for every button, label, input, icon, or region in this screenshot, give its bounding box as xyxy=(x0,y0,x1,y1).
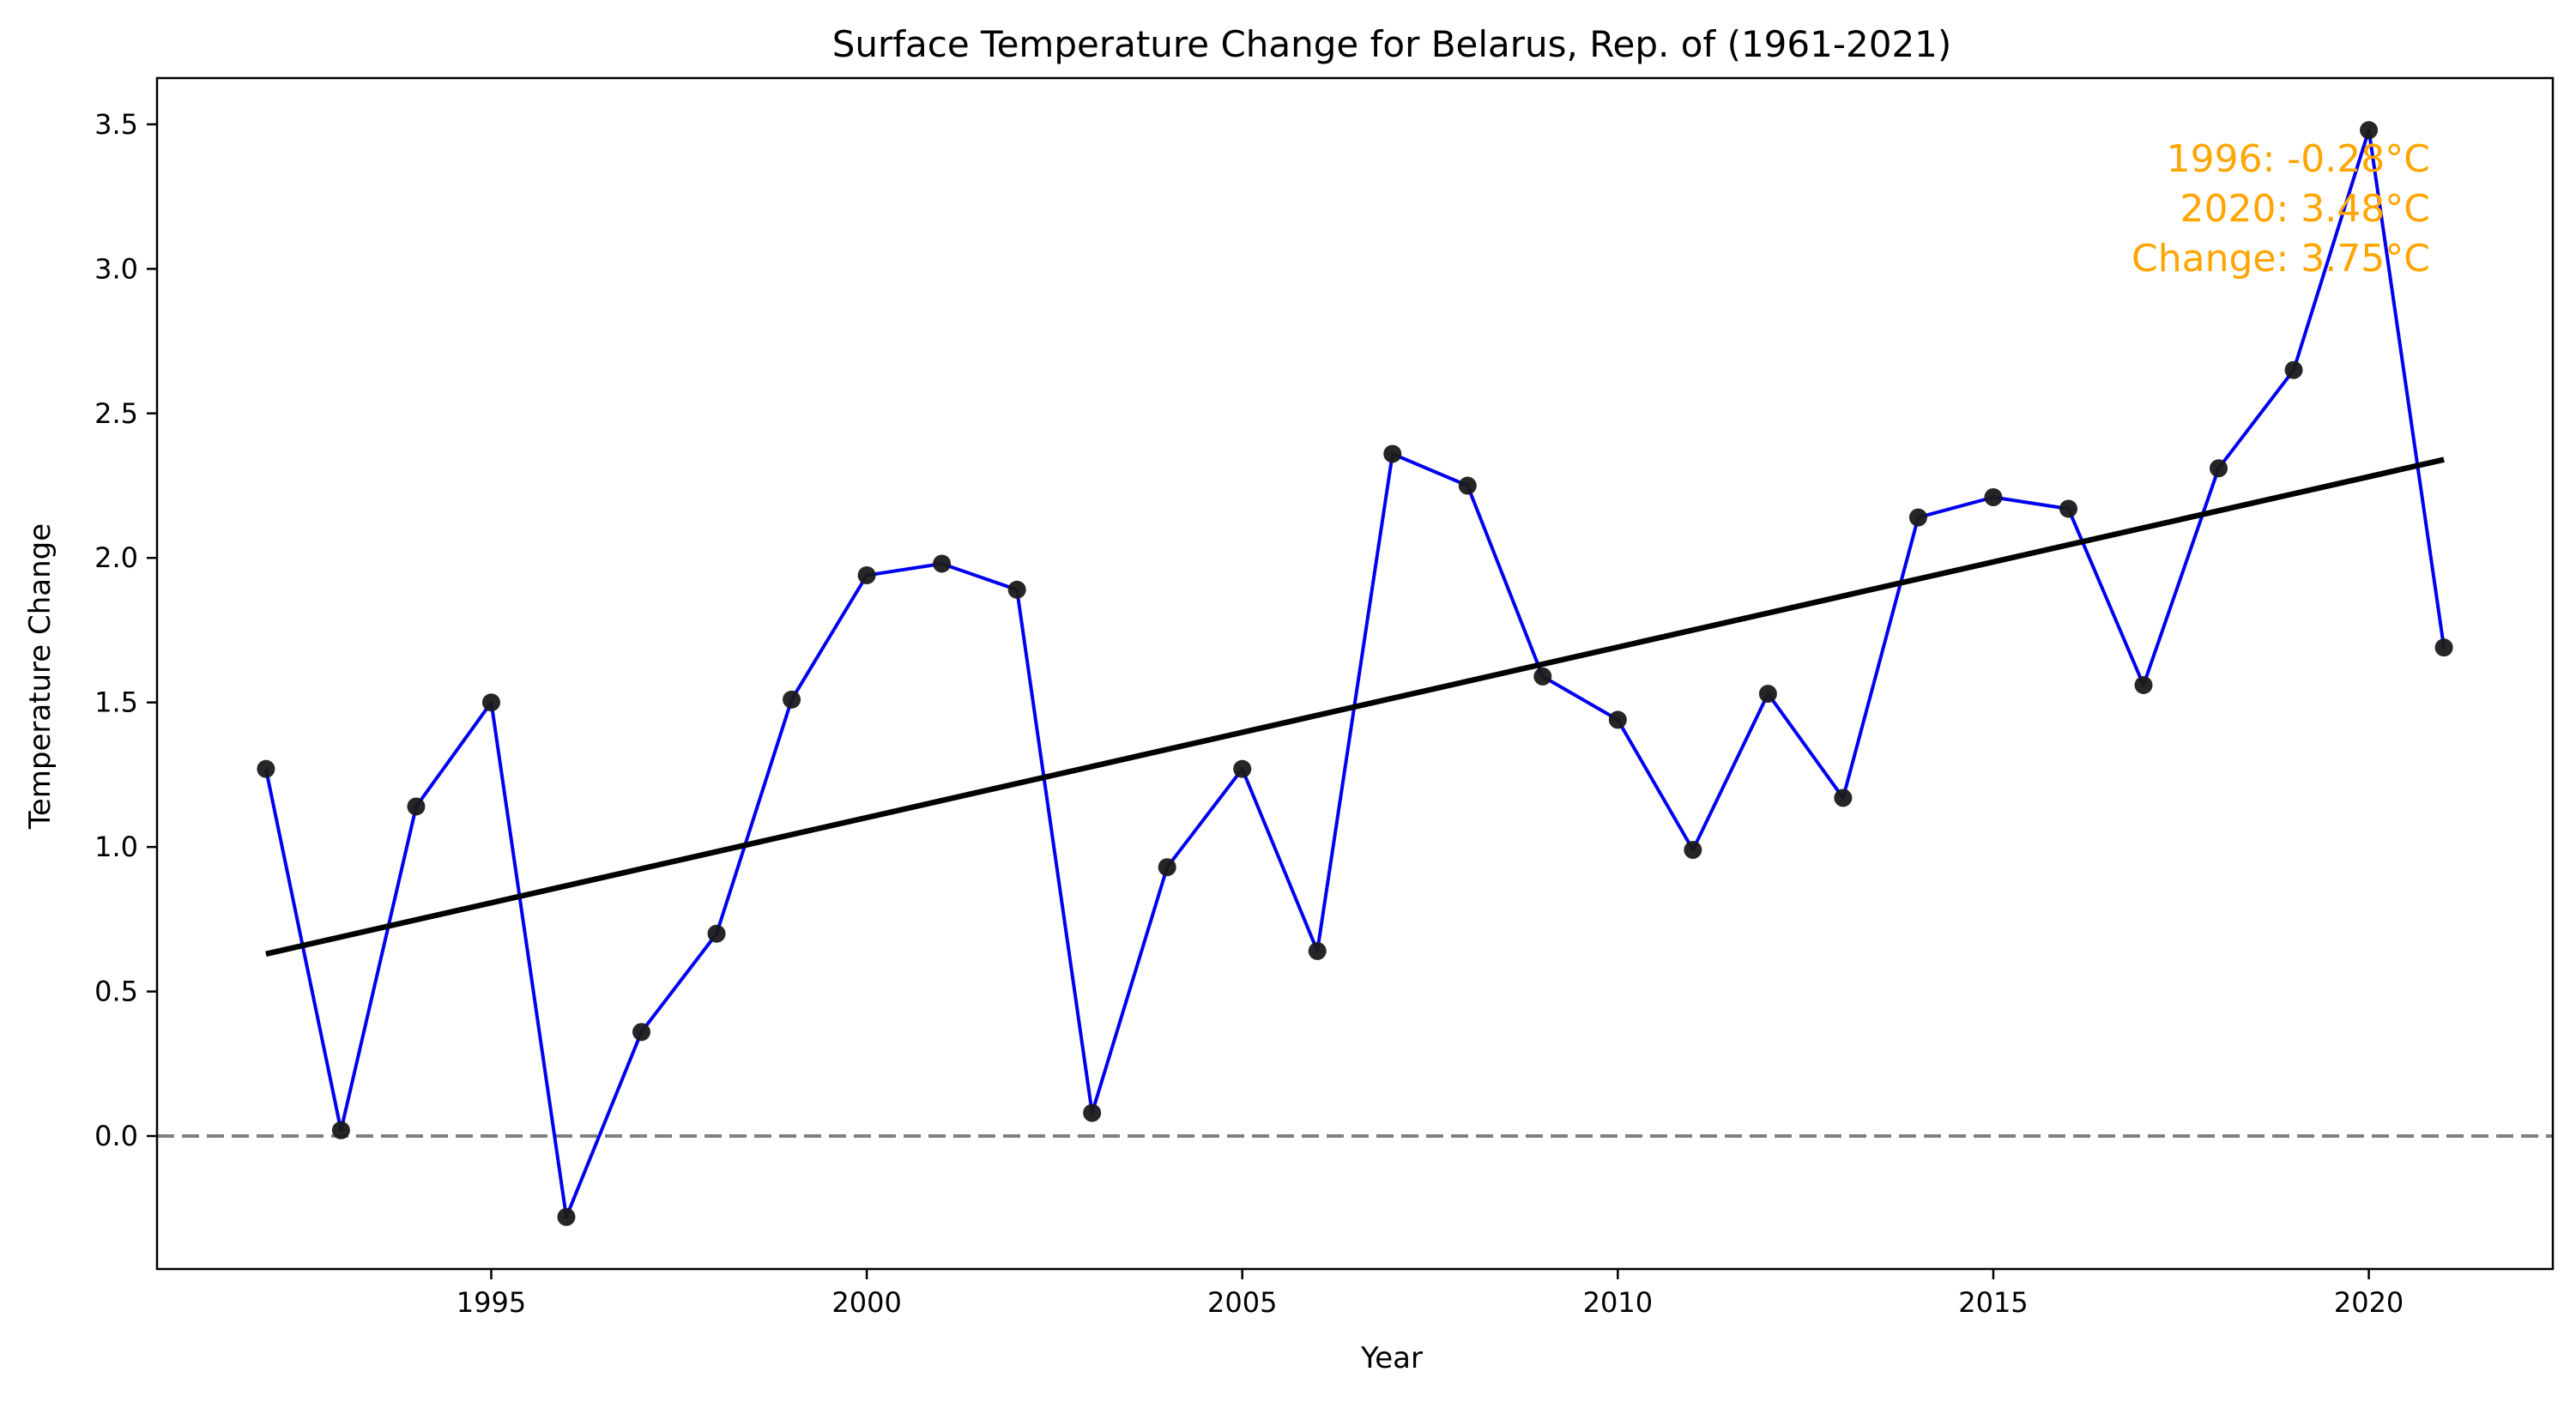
data-point-2014 xyxy=(1908,508,1927,527)
chart-title: Surface Temperature Change for Belarus, … xyxy=(832,23,1952,65)
data-point-2000 xyxy=(857,565,876,584)
data-point-2018 xyxy=(2210,459,2228,478)
data-point-1997 xyxy=(632,1023,651,1042)
series-line xyxy=(263,128,2446,1219)
x-axis-label: Year xyxy=(1360,1341,1423,1375)
data-point-2017 xyxy=(2134,675,2153,694)
data-point-2007 xyxy=(1383,444,1402,463)
trend-line xyxy=(265,456,2445,957)
data-point-2011 xyxy=(1684,841,1702,860)
data-point-2008 xyxy=(1458,476,1477,495)
annotation-line-3: Change: 3.75°C xyxy=(2132,237,2430,281)
data-point-2004 xyxy=(1158,858,1176,877)
y-tick-label-1.0: 1.0 xyxy=(94,831,138,863)
plot-area: 1996: -0.28°C 2020: 3.48°C Change: 3.75°C 1… xyxy=(94,76,2555,1319)
x-tick-label-2010: 2010 xyxy=(1583,1286,1653,1319)
data-point-1996 xyxy=(557,1207,576,1226)
y-tick-label-1.5: 1.5 xyxy=(94,686,138,719)
data-point-1992 xyxy=(257,759,275,778)
data-point-2021 xyxy=(2434,638,2453,657)
data-point-2016 xyxy=(2059,499,2077,518)
data-point-2019 xyxy=(2284,360,2303,379)
plot-frame xyxy=(155,76,2555,1271)
x-tick-label-2015: 2015 xyxy=(1958,1286,2028,1319)
data-point-1993 xyxy=(331,1121,350,1139)
data-point-2001 xyxy=(933,554,952,573)
annotation-line-1: 1996: -0.28°C xyxy=(2167,137,2430,181)
data-point-1994 xyxy=(407,797,426,816)
annotation-line-2: 2020: 3.48°C xyxy=(2180,187,2430,231)
y-tick-label-3.0: 3.0 xyxy=(94,252,138,285)
y-tick-label-2.0: 2.0 xyxy=(94,541,138,574)
x-tick-label-1995: 1995 xyxy=(457,1286,526,1319)
data-point-1999 xyxy=(783,690,801,709)
data-point-2005 xyxy=(1233,759,1252,778)
x-tick-label-2000: 2000 xyxy=(831,1286,901,1319)
y-tick-label-0.0: 0.0 xyxy=(94,1120,138,1152)
data-point-2002 xyxy=(1007,580,1026,599)
data-point-1995 xyxy=(481,693,500,712)
data-point-2015 xyxy=(1984,487,2003,506)
data-point-2006 xyxy=(1308,941,1327,960)
y-axis-label: Temperature Change xyxy=(23,523,57,830)
x-tick-label-2020: 2020 xyxy=(2334,1286,2404,1319)
x-tick-label-2005: 2005 xyxy=(1207,1286,1277,1319)
data-point-1998 xyxy=(707,924,726,943)
y-tick-label-3.5: 3.5 xyxy=(94,108,138,141)
data-point-2010 xyxy=(1608,710,1627,729)
data-point-2013 xyxy=(1834,789,1853,807)
data-point-2003 xyxy=(1083,1103,1102,1122)
data-point-2009 xyxy=(1533,667,1552,686)
y-tick-label-2.5: 2.5 xyxy=(94,397,138,430)
data-point-2020 xyxy=(2360,121,2379,140)
y-tick-label-0.5: 0.5 xyxy=(94,976,138,1008)
data-point-2012 xyxy=(1758,685,1777,704)
